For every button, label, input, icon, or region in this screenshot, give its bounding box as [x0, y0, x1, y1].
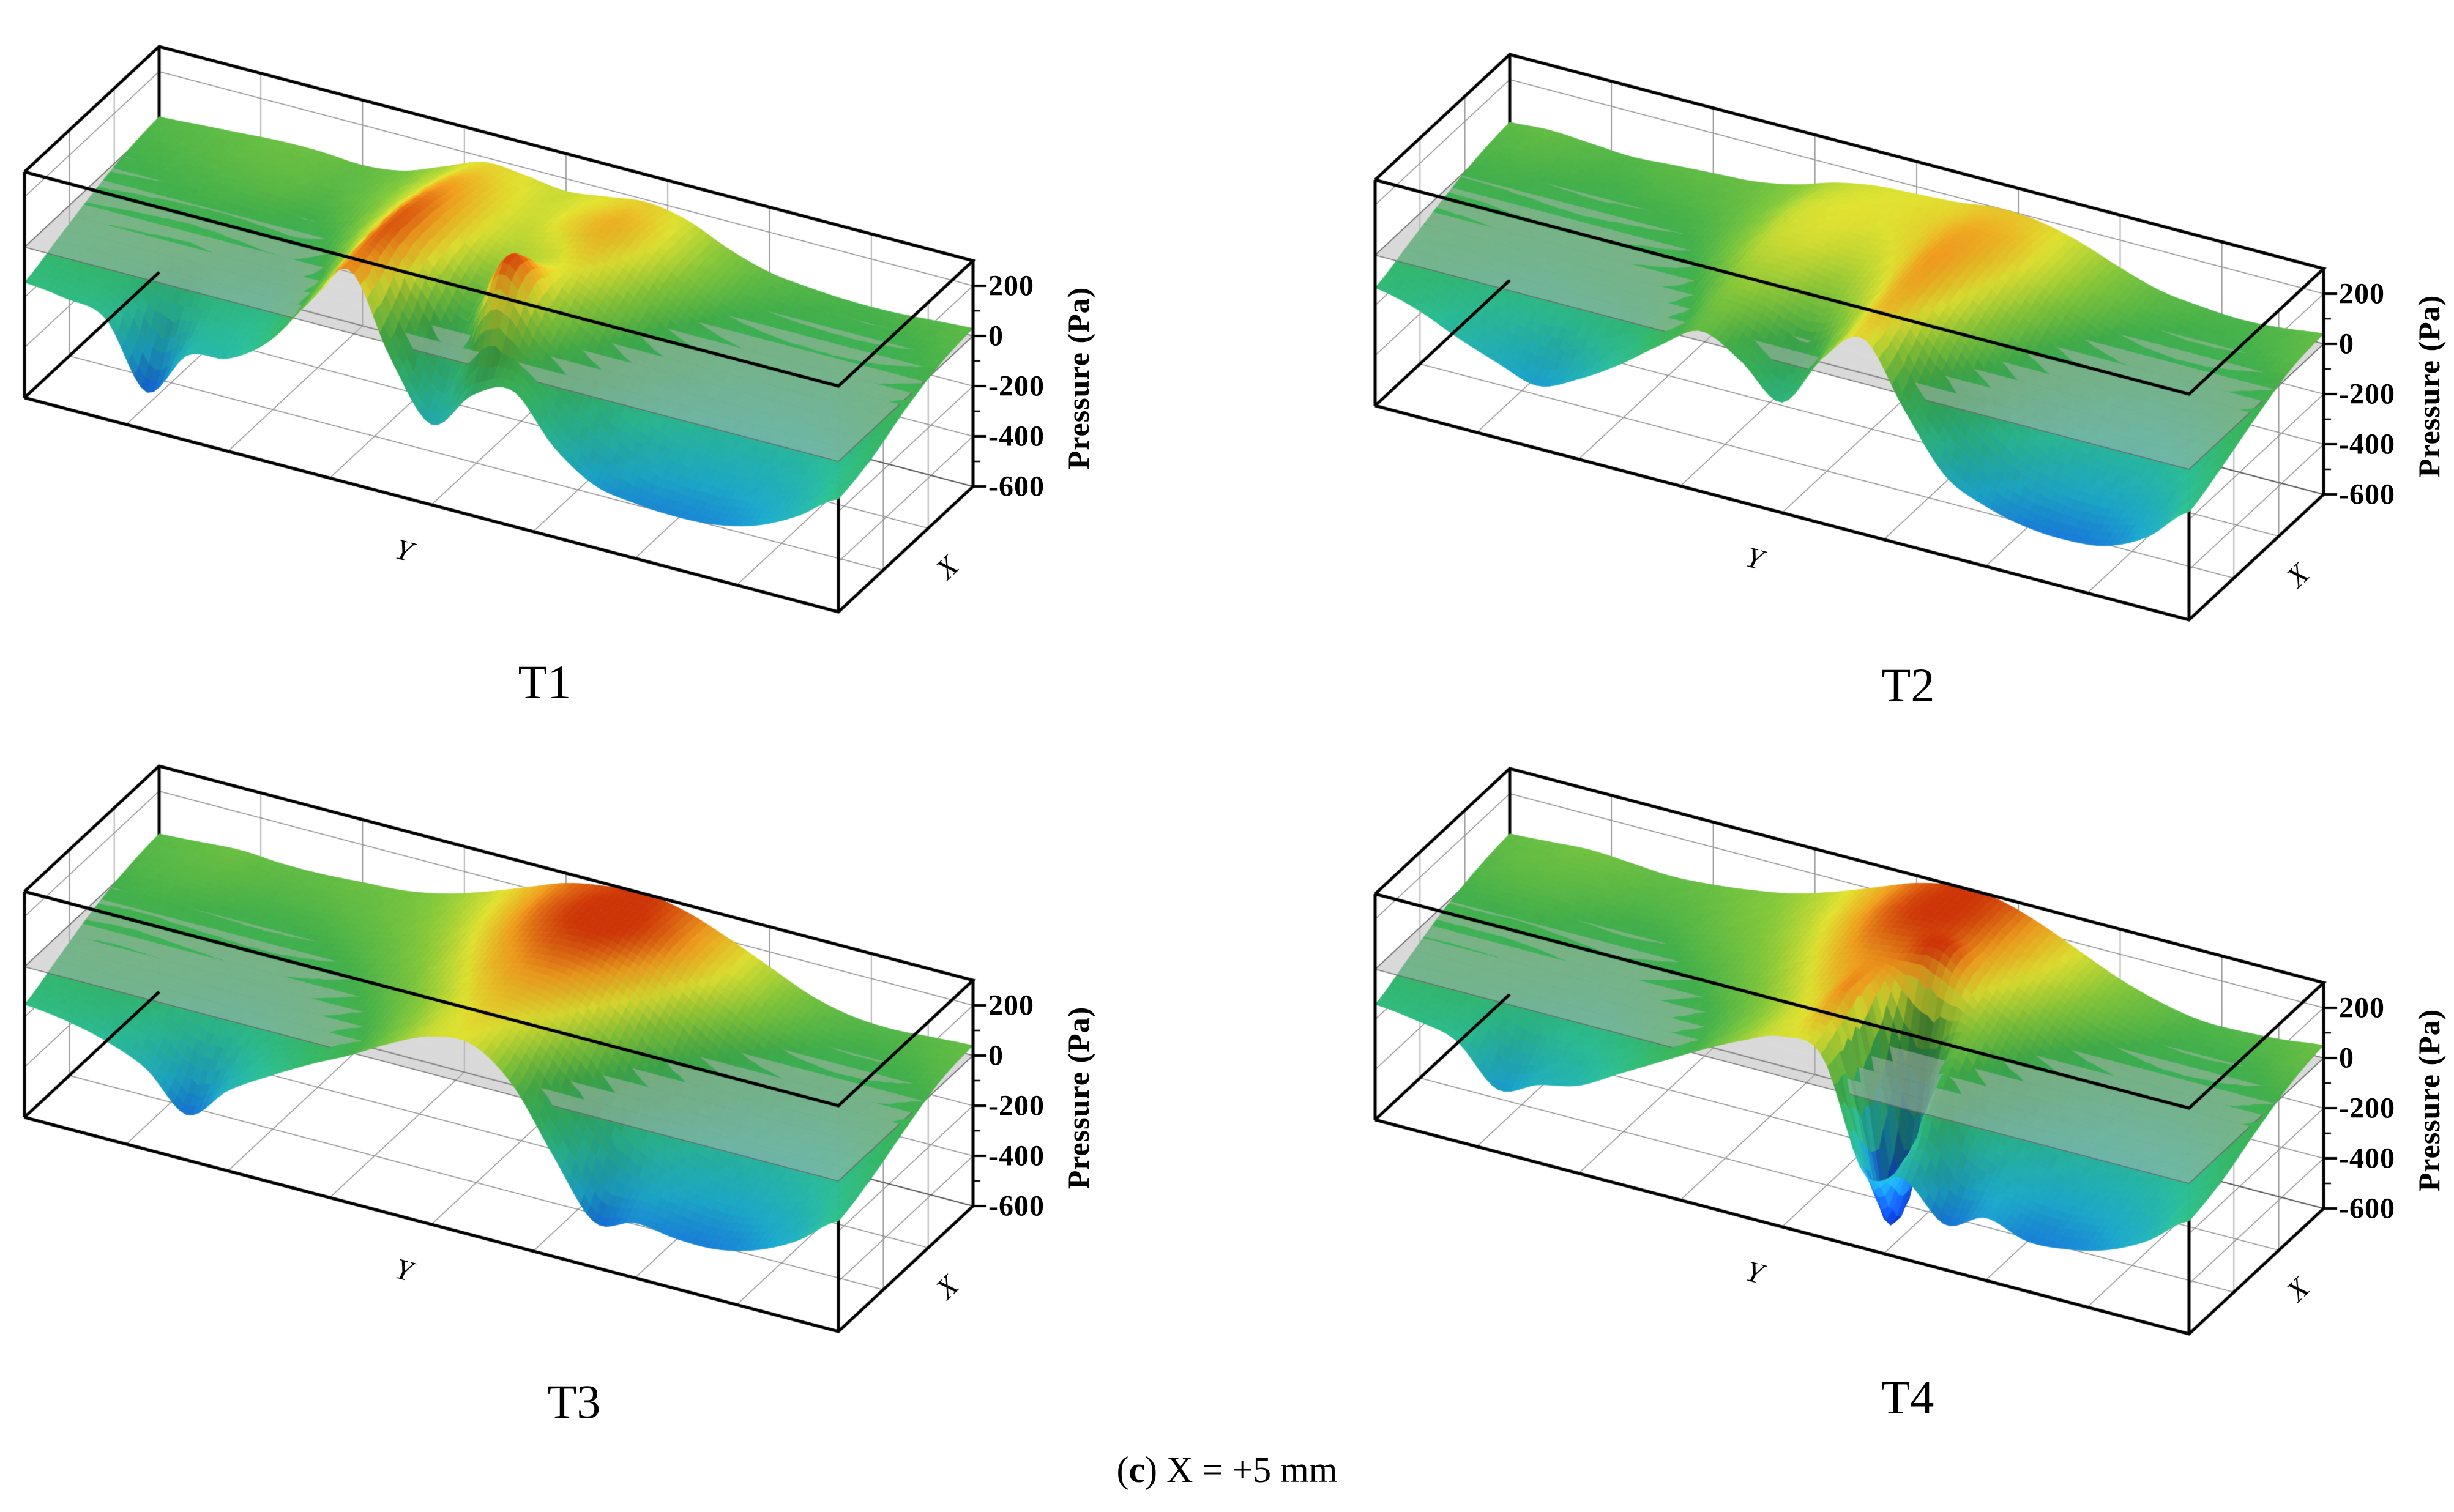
z-tick-neg400: -400: [988, 1139, 1045, 1172]
z-tick-neg600: -600: [988, 470, 1045, 503]
caption-close-paren: ): [1145, 1450, 1158, 1490]
z-tick-200: 200: [988, 269, 1034, 302]
z-tick-neg200: -200: [988, 1089, 1045, 1122]
caption-text: X = +5 mm: [1157, 1450, 1338, 1490]
z-axis-label: Pressure (Pa): [1061, 1006, 1095, 1190]
z-tick-neg200: -200: [2339, 378, 2395, 411]
z-tick-neg600: -600: [2339, 1192, 2395, 1225]
z-tick-0: 0: [2339, 1041, 2354, 1074]
z-tick-0: 0: [2339, 327, 2354, 360]
z-tick-neg400: -400: [2339, 1142, 2395, 1175]
z-tick-neg600: -600: [2339, 478, 2395, 511]
surface-plot-t3: [0, 720, 991, 1350]
caption-letter: c: [1128, 1450, 1146, 1490]
panel-title-t3: T3: [547, 1375, 601, 1428]
z-tick-neg400: -400: [2339, 428, 2395, 461]
panel-title-t4: T4: [1881, 1371, 1934, 1424]
z-tick-0: 0: [988, 319, 1004, 352]
caption-open-paren: (: [1116, 1450, 1129, 1490]
z-tick-200: 200: [988, 989, 1034, 1022]
figure-caption: (c) X = +5 mm: [0, 1449, 2454, 1491]
surface-plot-t2: [1351, 8, 2342, 638]
z-tick-neg200: -200: [2339, 1092, 2395, 1125]
z-tick-neg400: -400: [988, 420, 1045, 453]
panel-title-t1: T1: [518, 655, 572, 709]
panel-title-t2: T2: [1881, 658, 1935, 712]
panel-t1: 200 0 -200 -400 -600 Pressure (Pa) Y X T…: [0, 0, 1230, 710]
z-axis-label: Pressure (Pa): [2412, 294, 2446, 478]
z-tick-neg600: -600: [988, 1190, 1045, 1223]
panel-t4: 200 0 -200 -400 -600 Pressure (Pa) Y X T…: [1351, 722, 2454, 1432]
surface-plot-t4: [1351, 722, 2342, 1352]
z-tick-neg200: -200: [988, 370, 1045, 403]
z-tick-0: 0: [988, 1039, 1004, 1072]
z-tick-200: 200: [2339, 991, 2385, 1024]
panel-t3: 200 0 -200 -400 -600 Pressure (Pa) Y X T…: [0, 720, 1230, 1429]
z-axis-label: Pressure (Pa): [1061, 286, 1095, 470]
surface-plot-t1: [0, 0, 991, 630]
z-tick-200: 200: [2339, 277, 2385, 310]
z-axis-label: Pressure (Pa): [2412, 1008, 2446, 1192]
panel-t2: 200 0 -200 -400 -600 Pressure (Pa) Y X T…: [1351, 8, 2454, 718]
